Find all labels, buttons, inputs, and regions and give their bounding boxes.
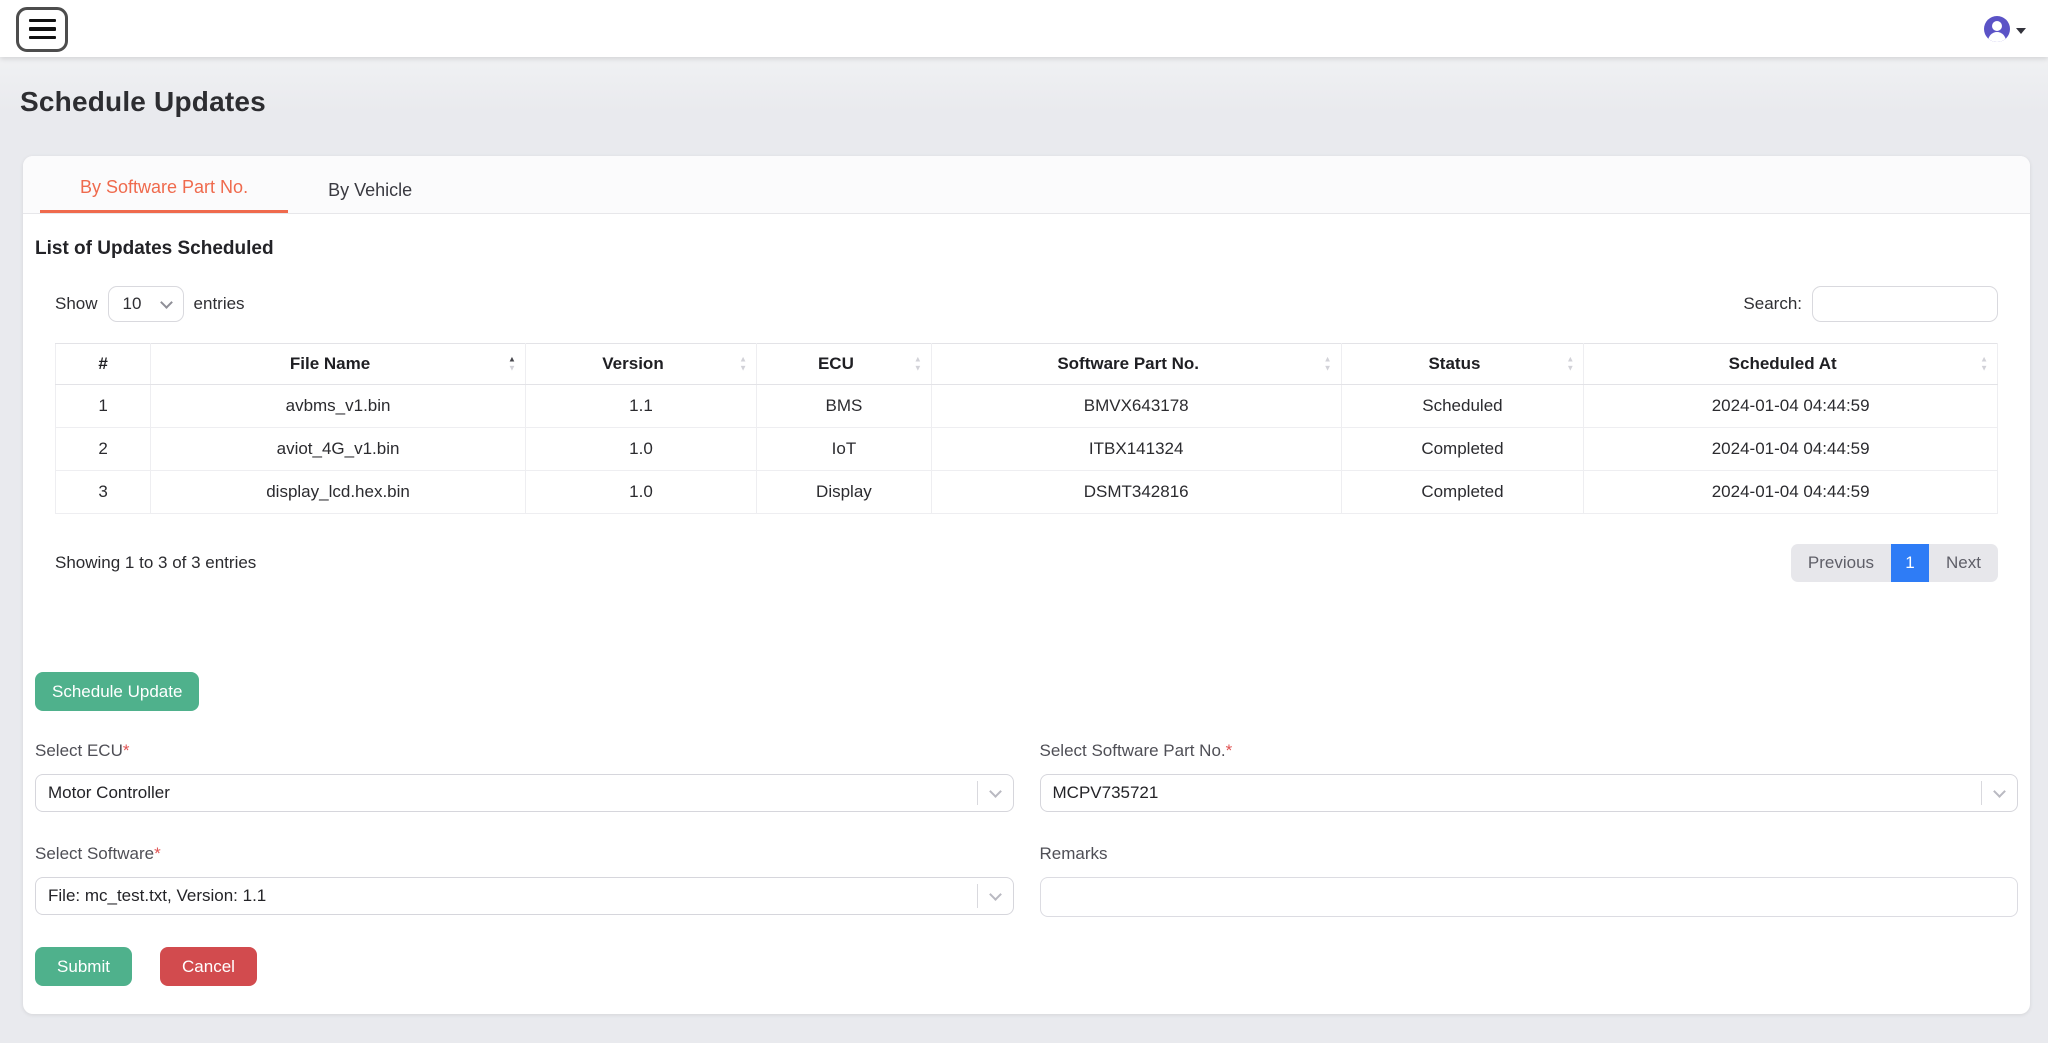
cell-software-part-no: DSMT342816	[930, 470, 1342, 514]
sort-icon: ▲ ▼	[913, 354, 922, 373]
cell-status: Completed	[1340, 427, 1585, 471]
sort-icon: ▲ ▼	[508, 354, 516, 373]
cell-scheduled-at: 2024-01-04 04:44:59	[1583, 384, 1998, 428]
page-content: Schedule Updates By Software Part No. By…	[0, 57, 2048, 1043]
software-part-no-select[interactable]: MCPV735721	[1039, 774, 2018, 812]
cell-index: 3	[54, 470, 152, 514]
entries-label: entries	[193, 294, 245, 313]
chevron-down-icon	[2016, 27, 2026, 34]
select-part-no-label: Select Software Part No.*	[1039, 741, 1233, 760]
sort-icon: ▲ ▼	[1323, 354, 1332, 373]
column-header-scheduled-at[interactable]: Scheduled At ▲ ▼	[1583, 343, 1998, 385]
column-header-file-name[interactable]: File Name ▲ ▼	[150, 343, 526, 385]
cell-file-name: aviot_4G_v1.bin	[150, 427, 526, 471]
cell-status: Completed	[1340, 470, 1585, 514]
cell-file-name: avbms_v1.bin	[150, 384, 526, 428]
schedule-updates-card: By Software Part No. By Vehicle List of …	[23, 156, 2030, 1014]
required-asterisk: *	[154, 844, 161, 863]
cell-file-name: display_lcd.hex.bin	[150, 470, 526, 514]
column-header-software-part-no[interactable]: Software Part No. ▲ ▼	[930, 343, 1342, 385]
pagination-next-button[interactable]: Next	[1929, 544, 1998, 582]
table-header-row: # File Name ▲ ▼ Version ▲ ▼ ECU ▲ ▼ Softwar…	[54, 343, 1998, 385]
cell-version: 1.0	[524, 470, 758, 514]
schedule-update-button[interactable]: Schedule Update	[35, 672, 200, 711]
submit-button[interactable]: Submit	[35, 947, 132, 986]
cancel-button[interactable]: Cancel	[160, 947, 257, 986]
required-asterisk: *	[122, 741, 130, 760]
table-info: Showing 1 to 3 of 3 entries	[55, 553, 257, 572]
top-navbar	[0, 0, 2048, 57]
show-label: Show	[55, 294, 98, 313]
cell-ecu: IoT	[756, 427, 932, 471]
column-header-status[interactable]: Status ▲ ▼	[1340, 343, 1585, 385]
remarks-label: Remarks	[1039, 844, 1108, 863]
page-title: Schedule Updates	[20, 86, 266, 117]
software-select[interactable]: File: mc_test.txt, Version: 1.1	[35, 877, 1014, 915]
pagination-previous-button[interactable]: Previous	[1790, 544, 1892, 582]
sort-icon: ▲ ▼	[1980, 354, 1988, 373]
chevron-down-icon	[988, 887, 1002, 901]
required-asterisk: *	[1225, 741, 1233, 760]
menu-toggle-button[interactable]	[16, 6, 68, 52]
tab-by-vehicle[interactable]: By Vehicle	[328, 180, 413, 200]
select-software-label: Select Software*	[35, 844, 161, 863]
table-row: 2 aviot_4G_v1.bin 1.0 IoT ITBX141324 Com…	[54, 427, 1998, 471]
software-part-no-select-value: MCPV735721	[1052, 783, 1159, 802]
tab-bar: By Software Part No. By Vehicle	[23, 156, 2030, 214]
ecu-select-value: Motor Controller	[48, 783, 170, 802]
sort-icon: ▲ ▼	[1566, 354, 1575, 373]
cell-scheduled-at: 2024-01-04 04:44:59	[1583, 470, 1998, 514]
table-row: 1 avbms_v1.bin 1.1 BMS BMVX643178 Schedu…	[54, 384, 1998, 428]
chevron-down-icon	[988, 784, 1002, 798]
cell-version: 1.1	[524, 384, 758, 428]
page-size-select[interactable]: 10	[107, 286, 184, 322]
user-menu[interactable]	[1984, 15, 2032, 42]
cell-ecu: Display	[756, 470, 932, 514]
updates-table: # File Name ▲ ▼ Version ▲ ▼ ECU ▲ ▼ Softwar…	[54, 343, 1998, 514]
cell-index: 2	[54, 427, 152, 471]
column-header-index: #	[54, 343, 152, 385]
tab-by-software-part-no[interactable]: By Software Part No.	[40, 163, 289, 213]
pagination-page-1-button[interactable]: 1	[1891, 544, 1930, 582]
user-avatar-icon	[1984, 15, 2010, 42]
search-input[interactable]	[1812, 286, 1998, 322]
chevron-down-icon	[159, 295, 173, 309]
column-header-version[interactable]: Version ▲ ▼	[524, 343, 758, 385]
cell-software-part-no: ITBX141324	[930, 427, 1342, 471]
chevron-down-icon	[1993, 784, 2006, 798]
list-section-heading: List of Updates Scheduled	[35, 238, 274, 259]
cell-software-part-no: BMVX643178	[930, 384, 1342, 428]
cell-ecu: BMS	[756, 384, 932, 428]
cell-version: 1.0	[524, 427, 758, 471]
page-size-value: 10	[122, 294, 142, 313]
sort-icon: ▲ ▼	[739, 354, 748, 373]
ecu-select[interactable]: Motor Controller	[35, 774, 1014, 812]
cell-status: Scheduled	[1340, 384, 1585, 428]
cell-scheduled-at: 2024-01-04 04:44:59	[1583, 427, 1998, 471]
cell-index: 1	[54, 384, 152, 428]
remarks-input[interactable]	[1039, 877, 2018, 917]
pagination: Previous 1 Next	[1790, 544, 1998, 582]
search-label: Search:	[1743, 294, 1802, 313]
column-header-ecu[interactable]: ECU ▲ ▼	[756, 343, 932, 385]
software-select-value: File: mc_test.txt, Version: 1.1	[48, 886, 267, 905]
select-ecu-label: Select ECU*	[35, 741, 130, 760]
table-row: 3 display_lcd.hex.bin 1.0 Display DSMT34…	[54, 470, 1998, 514]
